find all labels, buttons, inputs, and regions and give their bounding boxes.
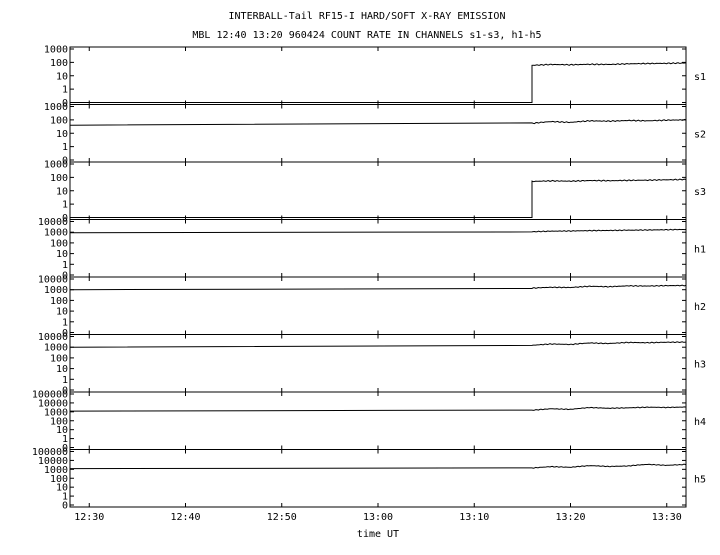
y-tick-label-h2: 10000	[38, 275, 68, 286]
y-tick-label-h4: 100000	[32, 390, 68, 401]
y-tick-label-h5: 10	[56, 483, 68, 494]
y-tick-label-h4: 1000	[44, 407, 68, 418]
y-tick-label-h1: 100	[50, 238, 68, 249]
y-tick-label-h3: 100	[50, 353, 68, 364]
y-tick-label-h4: 100	[50, 416, 68, 427]
series-line-s3	[70, 178, 687, 218]
chart-subtitle: MBL 12:40 13:20 960424 COUNT RATE IN CHA…	[192, 30, 541, 41]
y-tick-label-h1: 1	[62, 260, 68, 271]
y-tick-label-h2: 1000	[44, 285, 68, 296]
panel-frame-s1	[69, 46, 687, 105]
y-tick-label-h3: 10	[56, 364, 68, 375]
y-tick-label-h2: 1	[62, 317, 68, 328]
x-tick-label: 13:20	[555, 512, 585, 523]
panel-label-h1: h1	[694, 244, 706, 255]
panel-label-s3: s3	[694, 187, 706, 198]
y-tick-label-s1: 100	[50, 58, 68, 69]
y-tick-label-h3: 1	[62, 375, 68, 386]
x-tick-label: 13:10	[459, 512, 489, 523]
panel-s3: 0 1 10 100 1000 s3	[44, 160, 706, 225]
y-tick-label-s3: 1	[62, 200, 68, 211]
y-tick-label-s2: 1	[62, 142, 68, 153]
y-tick-label-s2: 100	[50, 115, 68, 126]
y-tick-label-h3: 0	[62, 386, 68, 397]
panels-group: 01101001000s101101001000s201101001000s30…	[32, 45, 706, 512]
y-tick-label-h4: 0	[62, 443, 68, 454]
x-tick-label: 13:00	[363, 512, 393, 523]
y-tick-label-s3: 100	[50, 173, 68, 184]
x-tick-label: 12:50	[267, 512, 297, 523]
series-line-h3	[69, 341, 687, 348]
panel-s1: 0 1 10 100 1000 s1	[44, 45, 706, 110]
y-tick-label-h4: 10000	[38, 398, 68, 409]
panel-label-s2: s2	[694, 129, 706, 140]
y-tick-label-s1: 1000	[44, 45, 68, 56]
y-tick-label-s1: 10	[56, 71, 68, 82]
y-tick-label-h2: 10	[56, 307, 68, 318]
y-tick-label-s3: 0	[62, 213, 68, 224]
x-tick-label: 12:40	[170, 512, 200, 523]
series-line-h1	[69, 228, 687, 234]
y-tick-label-s1: 1	[62, 85, 68, 96]
y-tick-label-h5: 100	[50, 474, 68, 485]
panel-label-h5: h5	[694, 474, 706, 485]
series-line-h5	[69, 463, 687, 470]
panel-frame-h4	[69, 391, 687, 450]
panel-frame-h5	[69, 449, 687, 508]
y-tick-label-s2: 1000	[44, 102, 68, 113]
x-tick-label: 12:30	[74, 512, 104, 523]
series-line-s1	[70, 62, 687, 103]
y-tick-label-h5: 1000	[44, 465, 68, 476]
series-line-h2	[69, 284, 687, 291]
y-tick-label-h1: 10000	[38, 217, 68, 228]
panel-frame-h1	[69, 219, 687, 278]
panel-label-h2: h2	[694, 302, 706, 313]
y-tick-label-h2: 0	[62, 328, 68, 339]
x-tick-label: 13:30	[652, 512, 682, 523]
series-line-h4	[69, 406, 687, 412]
series-line-s2	[69, 118, 687, 126]
panel-label-s1: s1	[694, 72, 706, 83]
y-tick-label-h4: 10	[56, 425, 68, 436]
y-tick-label-s3: 1000	[44, 160, 68, 171]
y-tick-label-h1: 1000	[44, 228, 68, 239]
panel-s2: 0 1 10 100 1000 s2	[44, 102, 706, 167]
y-tick-label-h1: 10	[56, 249, 68, 260]
y-tick-label-s1: 0	[62, 98, 68, 109]
y-tick-label-h2: 100	[50, 296, 68, 307]
panel-label-h3: h3	[694, 359, 706, 370]
y-tick-label-h5: 1	[62, 492, 68, 503]
y-tick-label-h1: 0	[62, 271, 68, 282]
panel-frame-s3	[69, 161, 687, 220]
y-tick-label-s2: 0	[62, 156, 68, 167]
y-tick-label-h5: 0	[62, 501, 68, 512]
panel-label-h4: h4	[694, 417, 706, 428]
y-tick-label-h3: 1000	[44, 343, 68, 354]
y-tick-label-s2: 10	[56, 129, 68, 140]
y-tick-label-h3: 10000	[38, 332, 68, 343]
y-tick-label-h5: 10000	[38, 456, 68, 467]
y-tick-label-s3: 10	[56, 186, 68, 197]
panel-frame-h2	[69, 276, 687, 335]
x-axis: 12:30 12:40 12:50 13:00 13:10 13:20 13:30	[74, 512, 682, 523]
y-tick-label-h5: 100000	[32, 447, 68, 458]
chart-title: INTERBALL-Tail RF15-I HARD/SOFT X-RAY EM…	[229, 11, 506, 22]
panel-frame-s2	[69, 104, 687, 163]
y-tick-label-h4: 1	[62, 434, 68, 445]
x-axis-label: time UT	[357, 529, 399, 540]
